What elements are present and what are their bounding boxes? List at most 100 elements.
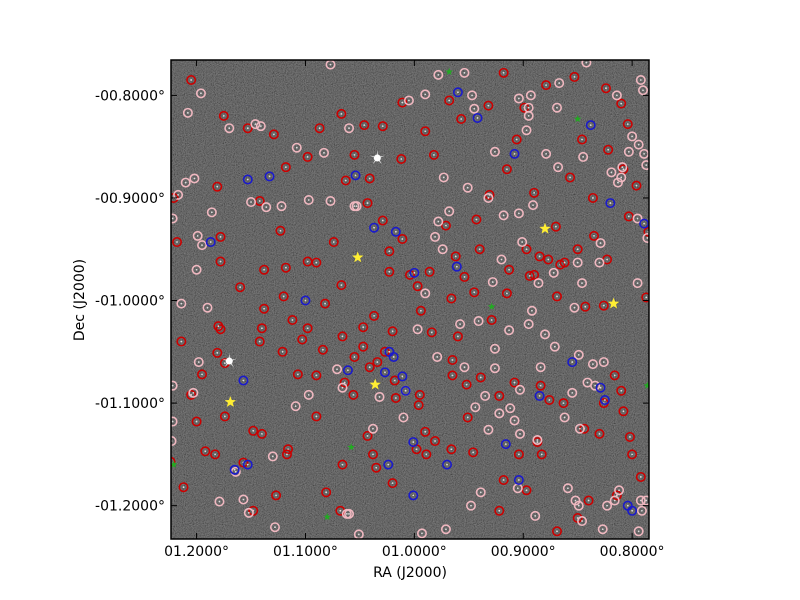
pink-circle-marker [594,257,605,268]
pink-circle-marker [498,210,509,221]
pink-circle-marker [548,267,559,278]
red-circle-marker [456,113,467,124]
blue-circle-marker [442,459,453,470]
red-circle-marker [551,526,562,537]
red-circle-marker [412,281,423,292]
pink-circle-marker [582,377,593,388]
pink-circle-marker [195,88,206,99]
pink-circle-marker [606,167,617,178]
pink-circle-marker [469,103,480,114]
red-circle-marker [446,293,457,304]
pink-circle-marker [467,90,478,101]
red-circle-marker [513,449,524,460]
red-circle-marker [534,251,545,262]
pink-circle-marker [521,125,532,136]
blue-circle-marker [452,87,463,98]
red-circle-marker [277,346,288,357]
red-circle-marker [424,266,435,277]
red-circle-marker [314,123,325,134]
red-circle-marker [387,478,398,489]
pink-circle-marker [509,415,520,426]
red-circle-marker [446,444,457,455]
pink-circle-marker [597,524,608,535]
red-circle-marker [468,447,479,458]
pink-circle-marker [617,162,628,173]
red-circle-marker [551,291,562,302]
pink-circle-marker [432,351,443,362]
blue-circle-marker [509,148,520,159]
pink-circle-marker [532,435,543,446]
pink-circle-marker [420,288,431,299]
pink-circle-marker [528,200,539,211]
red-circle-marker [256,323,267,334]
blue-circle-marker [369,222,380,233]
pink-circle-marker [480,390,491,401]
pink-circle-marker [595,238,606,249]
pink-circle-marker [559,412,570,423]
pink-circle-marker [562,483,573,494]
red-circle-marker [511,134,522,145]
pink-circle-marker [430,231,441,242]
blue-circle-marker [408,437,419,448]
red-circle-marker [390,392,401,403]
pink-circle-marker [549,341,560,352]
pink-circle-marker [570,495,581,506]
pink-circle-marker [574,423,585,434]
blue-circle-marker [397,371,408,382]
red-circle-marker [281,449,292,460]
pink-circle-marker [416,528,427,539]
red-circle-marker [302,151,313,162]
red-circle-marker [311,370,322,381]
red-circle-marker [609,370,620,381]
red-circle-marker [577,134,588,145]
blue-circle-marker [238,375,249,386]
red-circle-marker [197,369,208,380]
pink-circle-marker [433,216,444,227]
red-circle-marker [337,459,348,470]
red-circle-marker [509,377,520,388]
x-tick-label: 00.9000° [491,544,556,560]
blue-circle-marker [595,382,606,393]
red-circle-marker [215,256,226,267]
pink-circle-marker [489,343,500,354]
red-circle-marker [200,446,211,457]
pink-circle-marker [635,495,646,506]
blue-circle-marker [585,120,596,131]
pink-circle-marker [541,148,552,159]
x-axis: 01.2000° 01.1000° 01.0000° 00.9000° 00.8000° [164,60,665,560]
blue-circle-marker [534,390,545,401]
pink-circle-marker [581,60,592,68]
red-circle-marker [287,315,298,326]
pink-circle-marker [261,202,272,213]
pink-circle-marker [505,403,516,414]
red-circle-marker [504,264,515,275]
red-circle-marker [444,95,455,106]
red-circle-marker [384,266,395,277]
pink-circle-marker [224,123,235,134]
green-star-marker [445,67,453,75]
green-star-marker [347,443,355,451]
red-circle-marker [178,482,189,493]
red-circle-marker [471,214,482,225]
pink-circle-marker [470,402,481,413]
pink-circle-marker [514,384,525,395]
red-circle-marker [524,270,535,281]
pink-circle-marker [433,69,444,80]
red-circle-marker [462,412,473,423]
pink-circle-marker [459,362,470,373]
red-circle-marker [501,164,512,175]
y-axis: -00.8000° -00.9000° -01.0000° -01.1000° -01.… [95,88,649,515]
plot-frame [170,59,650,540]
y-tick-label: -01.2000° [95,499,165,515]
red-circle-marker [387,326,398,337]
pink-circle-marker [173,189,184,200]
red-circle-marker [219,411,230,422]
red-circle-marker [358,322,369,333]
red-circle-marker [469,287,480,298]
red-circle-marker [359,120,370,131]
red-circle-marker [372,357,383,368]
blue-circle-marker [513,475,524,486]
green-star-marker [643,381,649,389]
red-circle-marker [215,231,226,242]
red-circle-marker [367,449,378,460]
